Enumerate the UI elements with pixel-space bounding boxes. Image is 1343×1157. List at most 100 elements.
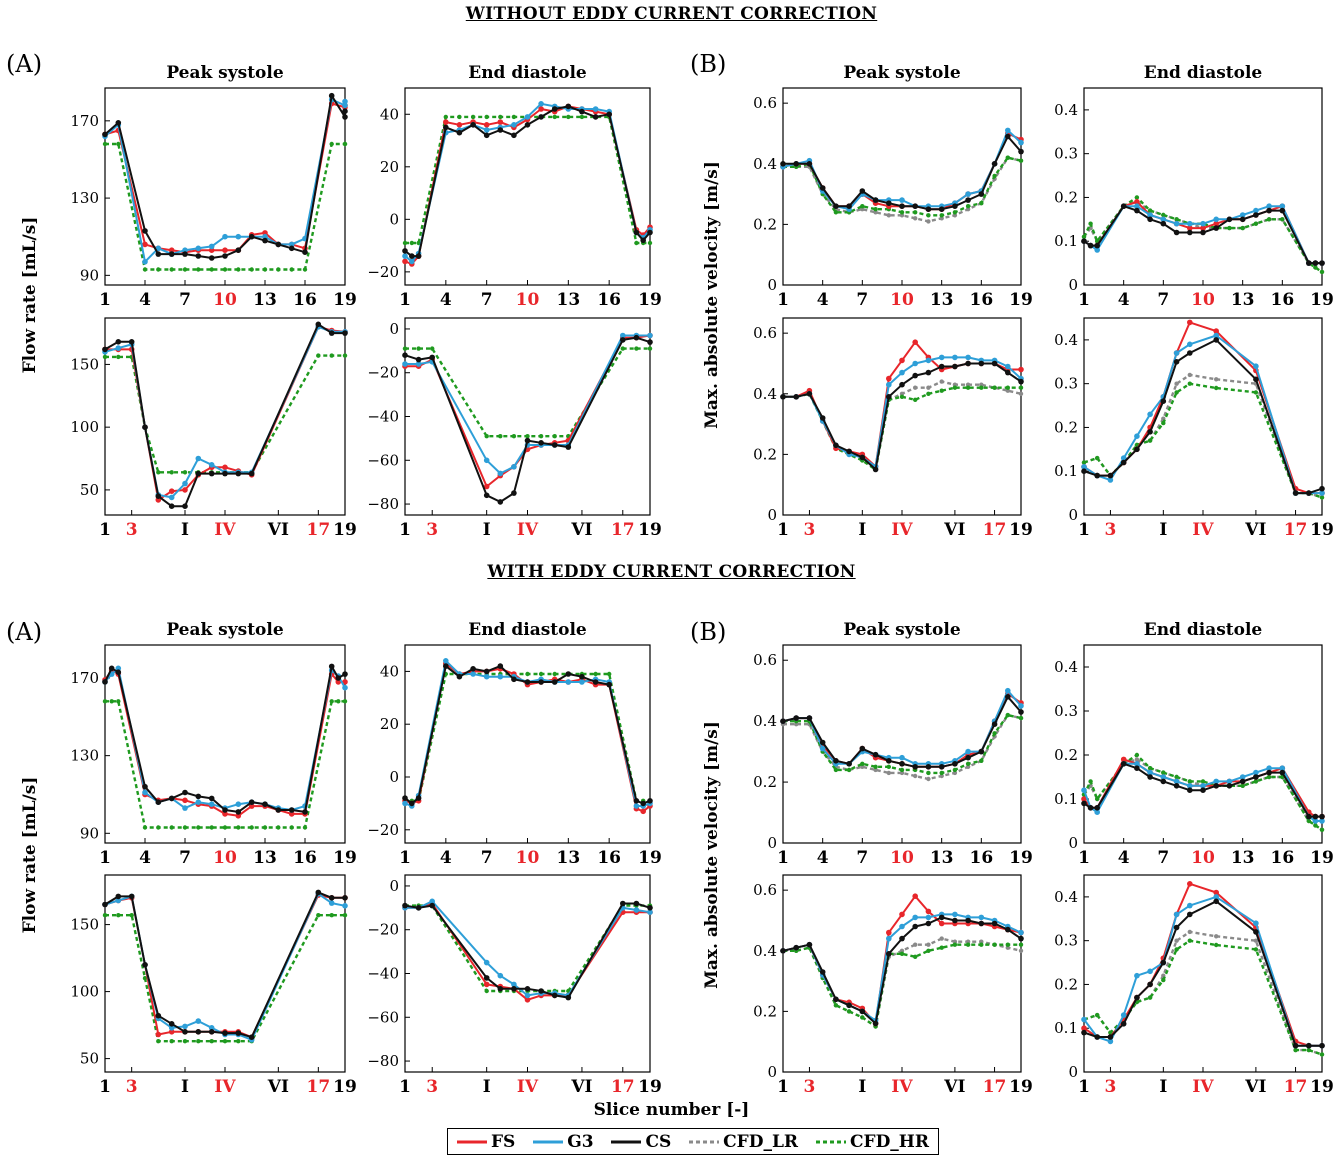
data-point (236, 825, 241, 830)
data-point (886, 951, 892, 957)
data-point (793, 944, 799, 951)
data-point (1134, 195, 1140, 200)
x-tick-label: 13 (930, 290, 954, 310)
data-point (235, 809, 242, 815)
data-point (1173, 911, 1180, 918)
data-point (1134, 446, 1140, 453)
x-tick-label: 19 (1009, 290, 1033, 310)
data-point (169, 470, 174, 475)
x-tick-label: 1 (777, 520, 789, 540)
data-point (620, 346, 625, 351)
x-tick-label: 17 (306, 520, 330, 540)
data-point (913, 210, 918, 215)
data-point (833, 767, 839, 773)
data-point (538, 114, 544, 120)
data-point (551, 992, 558, 999)
y-tick-label: 0 (389, 320, 399, 338)
data-point (1107, 477, 1114, 483)
series-line-cfd-hr (105, 142, 345, 271)
data-point (276, 825, 281, 830)
x-tick-label: 3 (804, 1077, 816, 1097)
x-tick-label: VI (267, 520, 289, 540)
y-tick-label: 0.2 (753, 1002, 777, 1020)
data-point (1306, 1042, 1312, 1049)
data-point (328, 663, 335, 670)
data-point (1187, 902, 1193, 909)
data-point (155, 1012, 162, 1019)
data-point (289, 267, 294, 272)
data-point (1253, 221, 1259, 226)
y-tick-label: 0.2 (753, 215, 777, 233)
legend-item-cs: CS (611, 1132, 671, 1152)
data-point (872, 1020, 879, 1027)
x-tick-label: I (181, 1077, 189, 1097)
data-point (1018, 378, 1024, 385)
data-point (1094, 242, 1100, 249)
data-point (402, 352, 408, 359)
x-tick-label: 19 (1009, 1077, 1033, 1097)
x-tick-label: 4 (440, 848, 452, 868)
data-point (913, 773, 918, 779)
data-point (979, 201, 984, 206)
data-point (236, 1039, 241, 1044)
data-point (415, 795, 422, 801)
data-point (1134, 761, 1140, 767)
data-point (978, 914, 985, 921)
data-point (209, 825, 214, 830)
data-point (938, 914, 945, 921)
data-point (443, 663, 449, 669)
x-tick-label: 3 (426, 1077, 438, 1097)
data-point (1213, 783, 1219, 789)
y-tick-label: 0 (767, 276, 777, 294)
data-point (116, 699, 121, 704)
data-point (288, 245, 295, 252)
data-point (1253, 938, 1259, 943)
data-point (640, 237, 646, 244)
data-point (195, 799, 202, 805)
data-point (899, 767, 905, 773)
data-point (235, 1030, 242, 1036)
data-point (806, 715, 813, 721)
data-point (1293, 1047, 1298, 1053)
data-point (409, 258, 415, 265)
x-axis-label: Slice number [-] (593, 1100, 750, 1120)
y-tick-label: 40 (380, 105, 399, 123)
data-point (1187, 783, 1193, 789)
data-point (806, 941, 813, 948)
data-point (235, 813, 242, 819)
data-point (978, 748, 985, 755)
data-point (926, 213, 931, 218)
data-point (222, 253, 228, 259)
data-point (780, 948, 786, 954)
data-point (429, 902, 436, 909)
data-point (402, 258, 408, 265)
data-point (1005, 363, 1011, 370)
data-point (302, 249, 308, 255)
y-tick-label: 0.4 (753, 385, 777, 403)
data-point (1160, 216, 1167, 223)
data-point (1005, 133, 1011, 140)
data-point (483, 673, 490, 680)
data-point (169, 267, 174, 272)
x-tick-label: I (1159, 520, 1167, 540)
panel-label-b-bottom: (B) (690, 618, 727, 646)
data-point (342, 98, 348, 105)
data-point (222, 464, 228, 471)
x-tick-label: 3 (1105, 1077, 1117, 1097)
data-point (1266, 203, 1272, 209)
data-point (168, 503, 175, 510)
legend-swatch-cfd-hr (815, 1140, 846, 1143)
data-point (222, 470, 228, 477)
data-point (1239, 774, 1246, 780)
data-point (1147, 981, 1153, 988)
section-header-with: WITH EDDY CURRENT CORRECTION (487, 562, 856, 582)
x-tick-label: I (1159, 1077, 1167, 1097)
data-point (168, 494, 175, 501)
data-point (780, 161, 786, 167)
data-point (939, 770, 944, 776)
data-point (938, 363, 945, 370)
data-point (155, 799, 162, 805)
x-tick-label: 16 (969, 848, 993, 868)
data-point (329, 141, 334, 147)
data-point (102, 699, 108, 704)
